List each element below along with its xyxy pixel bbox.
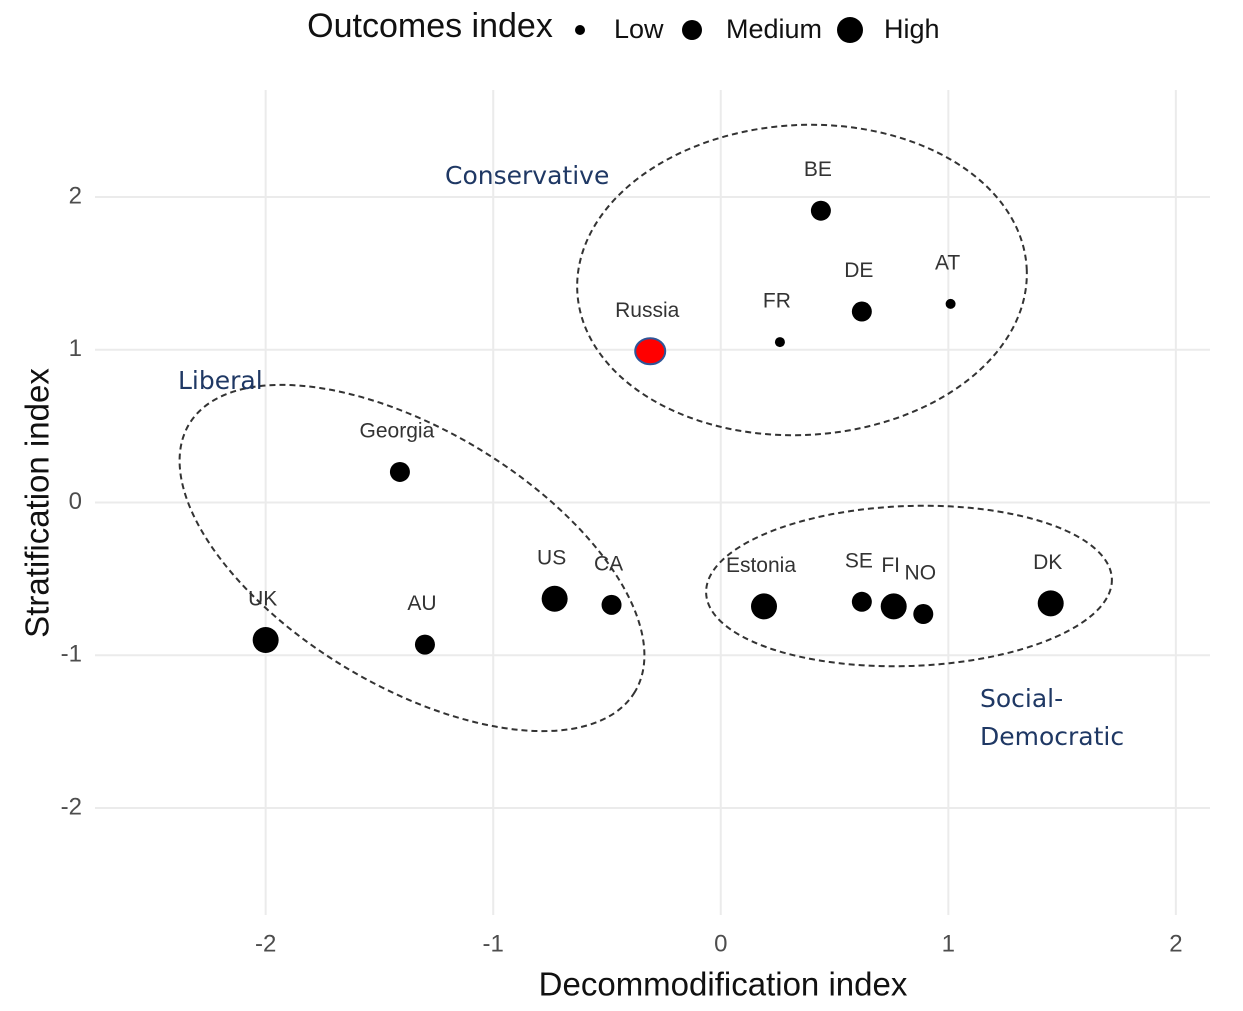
point bbox=[945, 298, 956, 309]
group-label: Liberal bbox=[178, 366, 263, 395]
y-tick-label: 0 bbox=[69, 488, 82, 515]
x-tick-label: 2 bbox=[1169, 930, 1182, 957]
point bbox=[634, 337, 667, 366]
y-tick-label: 1 bbox=[69, 335, 82, 362]
point-label: AU bbox=[407, 592, 436, 615]
point bbox=[851, 591, 872, 612]
point-label: BE bbox=[804, 158, 832, 181]
point-label: CA bbox=[594, 552, 623, 575]
x-tick-label: 1 bbox=[942, 930, 955, 957]
group-label: Conservative bbox=[445, 161, 609, 190]
point-label: SE bbox=[845, 549, 873, 572]
point-label: UK bbox=[248, 588, 277, 611]
legend-title: Outcomes index bbox=[307, 7, 553, 45]
point bbox=[851, 301, 872, 322]
legend-label: High bbox=[884, 14, 940, 44]
group-label: Democratic bbox=[980, 722, 1124, 751]
legend-marker bbox=[837, 17, 863, 43]
point-label: DE bbox=[844, 259, 873, 282]
y-axis-title: Stratification index bbox=[19, 368, 56, 638]
point bbox=[541, 585, 568, 612]
grid bbox=[95, 90, 1210, 915]
point-label: NO bbox=[905, 562, 937, 585]
point-label: FR bbox=[763, 290, 791, 313]
point-label: Russia bbox=[615, 299, 680, 322]
point bbox=[414, 634, 435, 655]
point-label: Georgia bbox=[360, 419, 435, 442]
point bbox=[601, 594, 622, 615]
point bbox=[389, 461, 410, 482]
legend-label: Low bbox=[614, 14, 664, 44]
x-axis-title: Decommodification index bbox=[539, 966, 908, 1003]
group-label: Social- bbox=[980, 684, 1063, 713]
liberal-ellipse bbox=[178, 383, 646, 733]
point bbox=[810, 200, 831, 221]
y-tick-label: -2 bbox=[61, 793, 82, 820]
point bbox=[252, 627, 279, 653]
legend-label: Medium bbox=[726, 14, 822, 44]
legend-marker bbox=[575, 25, 585, 35]
x-tick-label: 0 bbox=[714, 930, 727, 957]
x-tick-label: -2 bbox=[255, 930, 276, 957]
point-label: AT bbox=[935, 251, 960, 274]
legend-marker bbox=[682, 20, 702, 40]
social-democratic-ellipse bbox=[705, 504, 1113, 668]
point bbox=[1037, 590, 1064, 617]
point bbox=[774, 337, 785, 348]
point bbox=[880, 593, 907, 620]
point-label: DK bbox=[1033, 551, 1062, 574]
x-tick-label: -1 bbox=[483, 930, 504, 957]
point-label: FI bbox=[881, 554, 900, 577]
conservative-ellipse bbox=[576, 123, 1028, 437]
point bbox=[751, 593, 777, 620]
point-label: Estonia bbox=[726, 554, 796, 577]
y-tick-label: 2 bbox=[69, 182, 82, 209]
point-label: US bbox=[537, 546, 566, 569]
point bbox=[913, 604, 934, 625]
y-tick-label: -1 bbox=[61, 641, 82, 668]
